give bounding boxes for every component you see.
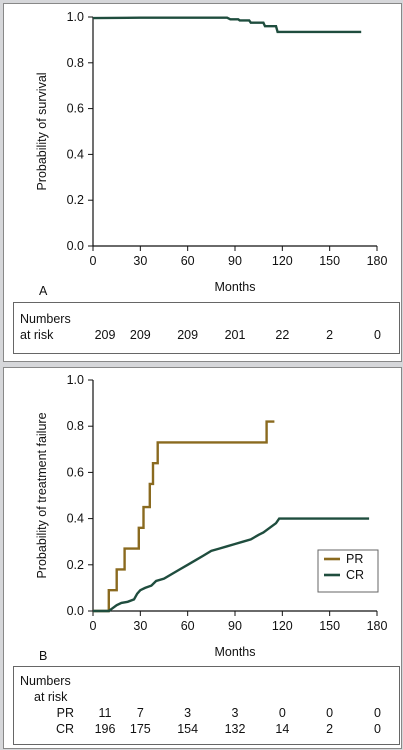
- a-x-tick-label: 180: [367, 254, 388, 268]
- risk-value-cr: 154: [177, 722, 199, 736]
- b-y-tick-label: 0.8: [67, 419, 84, 433]
- risk-value-a: 22: [275, 328, 290, 342]
- a-panel-label: A: [39, 284, 48, 298]
- a-y-tick-label: 0.0: [67, 239, 84, 253]
- risk-table-a: Numbers at risk 209 209 209 201 22 2 0: [13, 302, 400, 354]
- risk-value-a: 2: [326, 328, 334, 342]
- b-panel-label: B: [39, 649, 47, 663]
- b-series-pr: [93, 420, 275, 613]
- a-y-axis-label: Probability of survival: [35, 72, 49, 190]
- b-x-tick-label: 180: [367, 619, 388, 633]
- risk-value-cr: 0: [374, 722, 381, 736]
- b-x-tick-label: 0: [90, 619, 97, 633]
- a-series-line: [92, 16, 362, 34]
- a-y-tick-label: 0.6: [67, 102, 84, 116]
- a-x-tick-label: 150: [319, 254, 340, 268]
- b-series-cr: [93, 517, 370, 613]
- risk-value-pr: 0: [326, 706, 334, 720]
- risk-value-pr: 0: [374, 706, 381, 720]
- a-x-tick-label: 90: [228, 254, 242, 268]
- b-x-tick-label: 90: [228, 619, 242, 633]
- a-x-tick-label: 30: [133, 254, 147, 268]
- a-x-tick-label: 0: [90, 254, 97, 268]
- risk-value-cr: 2: [326, 722, 334, 736]
- risk-value-cr: 14: [275, 722, 290, 736]
- a-y-tick-label: 1.0: [67, 10, 84, 24]
- risk-value-a: 209: [94, 328, 116, 342]
- risk-value-pr: 7: [136, 706, 144, 720]
- b-x-tick-label: 30: [133, 619, 147, 633]
- b-legend-label-pr: PR: [346, 552, 363, 566]
- risk-value-pr: 0: [278, 706, 286, 720]
- risk-value-a: 209: [177, 328, 199, 342]
- panel-a: 0 30 60 90 120 150 180 0.0 0.2 0.4 0.6 0.8 1.0 Months…: [3, 3, 402, 362]
- b-y-tick-label: 0.6: [67, 465, 84, 479]
- panel-b: 0 30 60 90 120 150 180 0.0 0.2 0.4 0.6 0.8 1.0 Months…: [3, 367, 402, 749]
- b-y-axis-label: Probability of treatment failure: [35, 412, 49, 578]
- risk-value-a: 209: [129, 328, 151, 342]
- risk-header-a-line1: Numbers: [20, 312, 71, 326]
- treatment-failure-chart: 0 30 60 90 120 150 180 0.0 0.2 0.4 0.6 0.8 1.0 Months…: [35, 373, 388, 663]
- a-x-tick-label: 60: [181, 254, 195, 268]
- b-x-tick-label: 60: [181, 619, 195, 633]
- a-y-tick-label: 0.2: [67, 193, 84, 207]
- b-x-tick-label: 120: [272, 619, 293, 633]
- b-y-tick-label: 1.0: [67, 373, 84, 387]
- a-y-tick-label: 0.8: [67, 56, 84, 70]
- risk-header-a-line2: at risk: [20, 328, 54, 342]
- survival-chart: 0 30 60 90 120 150 180 0.0 0.2 0.4 0.6 0.8 1.0 Months…: [35, 10, 388, 298]
- risk-table-b: Numbers at risk PR 11 7 3 3 0 0 0 CR 196 175 154 132 14…: [13, 666, 400, 745]
- risk-row-label-pr: PR: [56, 706, 74, 720]
- a-x-axis-label: Months: [215, 280, 256, 294]
- b-legend-label-cr: CR: [346, 568, 364, 582]
- risk-value-pr: 3: [184, 706, 192, 720]
- risk-value-a: 0: [374, 328, 381, 342]
- risk-header-b-line1: Numbers: [20, 674, 71, 688]
- risk-value-cr: 132: [224, 722, 246, 736]
- b-x-tick-label: 150: [319, 619, 340, 633]
- risk-value-pr: 11: [98, 706, 112, 720]
- risk-row-label-cr: CR: [55, 722, 74, 736]
- b-y-tick-label: 0.4: [67, 512, 84, 526]
- b-legend: [317, 549, 379, 593]
- a-x-tick-label: 120: [272, 254, 293, 268]
- b-x-axis-label: Months: [215, 645, 256, 659]
- risk-value-pr: 3: [231, 706, 239, 720]
- risk-value-cr: 196: [94, 722, 116, 736]
- b-y-tick-label: 0.0: [67, 604, 84, 618]
- risk-value-cr: 175: [129, 722, 151, 736]
- risk-header-b-line2: at risk: [34, 690, 68, 704]
- a-y-tick-label: 0.4: [67, 147, 84, 161]
- b-y-tick-label: 0.2: [67, 558, 84, 572]
- risk-value-a: 201: [224, 328, 246, 342]
